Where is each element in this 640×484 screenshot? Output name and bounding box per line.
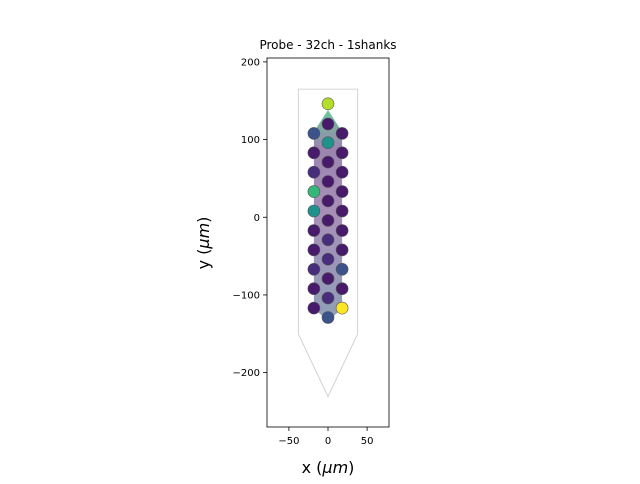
x-tick-label: −50 (278, 436, 299, 447)
y-tick-label: −200 (233, 368, 260, 379)
electrode-point (335, 282, 349, 296)
electrode-point (335, 204, 349, 218)
x-tick-label: 0 (325, 436, 331, 447)
probe-contour (297, 88, 359, 398)
electrode-point (321, 136, 335, 149)
electrode-point (335, 127, 349, 140)
electrode-point (321, 117, 335, 131)
electrode-point (307, 165, 321, 179)
y-axis-label: y (μm) (194, 217, 213, 270)
electrode-point (321, 311, 335, 324)
electrode-point (307, 262, 321, 276)
y-tick-label: −100 (233, 290, 260, 301)
electrode-point (307, 301, 321, 315)
electrode-point (307, 224, 321, 237)
axes: −50 0 50 −200 −100 0 100 200 (233, 57, 390, 447)
electrode-point (321, 291, 335, 305)
electrode-point (335, 165, 349, 179)
electrode-point (307, 127, 321, 140)
electrode-point (307, 282, 321, 296)
electrode-point (321, 194, 335, 208)
electrode-point (307, 185, 321, 198)
electrode-point (321, 97, 335, 111)
electrode-point (307, 243, 321, 257)
electrode-point (335, 243, 349, 257)
y-tick-label: 100 (241, 135, 260, 146)
electrode-point (335, 146, 349, 160)
electrode-point (307, 204, 321, 218)
electrode-point (321, 233, 335, 247)
y-tick-label: 200 (241, 57, 260, 68)
electrode-point (321, 252, 335, 266)
electrode-point (335, 301, 349, 315)
x-tick-label: 50 (361, 436, 374, 447)
electrode-point (335, 262, 349, 276)
electrode-point (321, 175, 335, 188)
chart-title: Probe - 32ch - 1shanks (259, 38, 396, 52)
plot-area (297, 88, 359, 398)
electrode-point (335, 224, 349, 237)
y-tick-label: 0 (254, 213, 260, 224)
x-axis-label: x (μm) (302, 458, 355, 477)
electrode-point (321, 214, 335, 227)
electrode-point (321, 155, 335, 169)
electrode-point (307, 146, 321, 160)
electrode-point (335, 185, 349, 198)
electrode-point (321, 272, 335, 285)
